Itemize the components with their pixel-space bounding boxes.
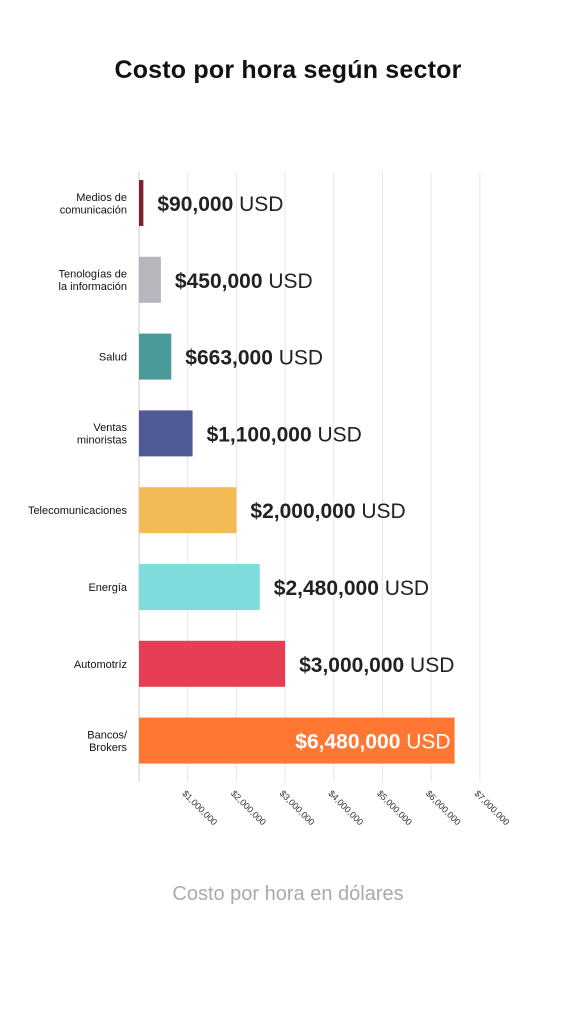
category-label: minoristas [77,435,128,447]
tick-label: $5,000,000 [375,788,414,827]
category-label: Ventas [93,422,127,434]
value-label: $6,480,000 USD [295,731,450,754]
tick-label: $2,000,000 [229,788,268,827]
tick-label: $7,000,000 [472,788,511,827]
tick-label: $4,000,000 [326,788,365,827]
category-label: Energía [88,582,127,594]
x-tick-labels: $1,000,000 $2,000,000 $3,000,000 $4,000,000… [180,788,511,827]
value-label: $663,000 USD [185,347,323,370]
bars [139,180,455,764]
bar [139,333,172,380]
tick-label: $3,000,000 [278,788,317,827]
category-label: Telecomunicaciones [28,505,128,517]
gridlines [138,172,481,782]
category-label: comunicación [60,204,127,216]
value-label: $2,000,000 USD [250,500,405,523]
bar [139,180,144,226]
value-label: $3,000,000 USD [299,654,454,677]
bar [139,640,286,687]
category-label: la información [59,281,127,293]
category-label: Automotríz [74,659,127,671]
bar [139,410,193,457]
chart-title: Costo por hora según sector [114,56,462,84]
value-label: $1,100,000 USD [207,423,362,446]
category-label: Brokers [89,742,127,754]
value-label: $2,480,000 USD [274,577,429,600]
tick-label: $6,000,000 [424,788,463,827]
value-labels: $90,000 USD $450,000 USD $663,000 USD $1,10… [157,193,454,754]
bar [139,256,161,303]
category-label: Bancos/ [87,729,128,741]
category-label: Salud [99,352,127,364]
bar [139,487,237,534]
value-label: $450,000 USD [175,270,313,293]
tick-label: $1,000,000 [180,788,219,827]
value-label: $90,000 USD [157,193,283,216]
x-axis-label: Costo por hora en dólares [172,883,404,905]
bar [139,564,260,610]
category-label: Medios de [76,192,127,204]
bar [139,717,455,764]
category-label: Tenologías de [59,269,128,281]
